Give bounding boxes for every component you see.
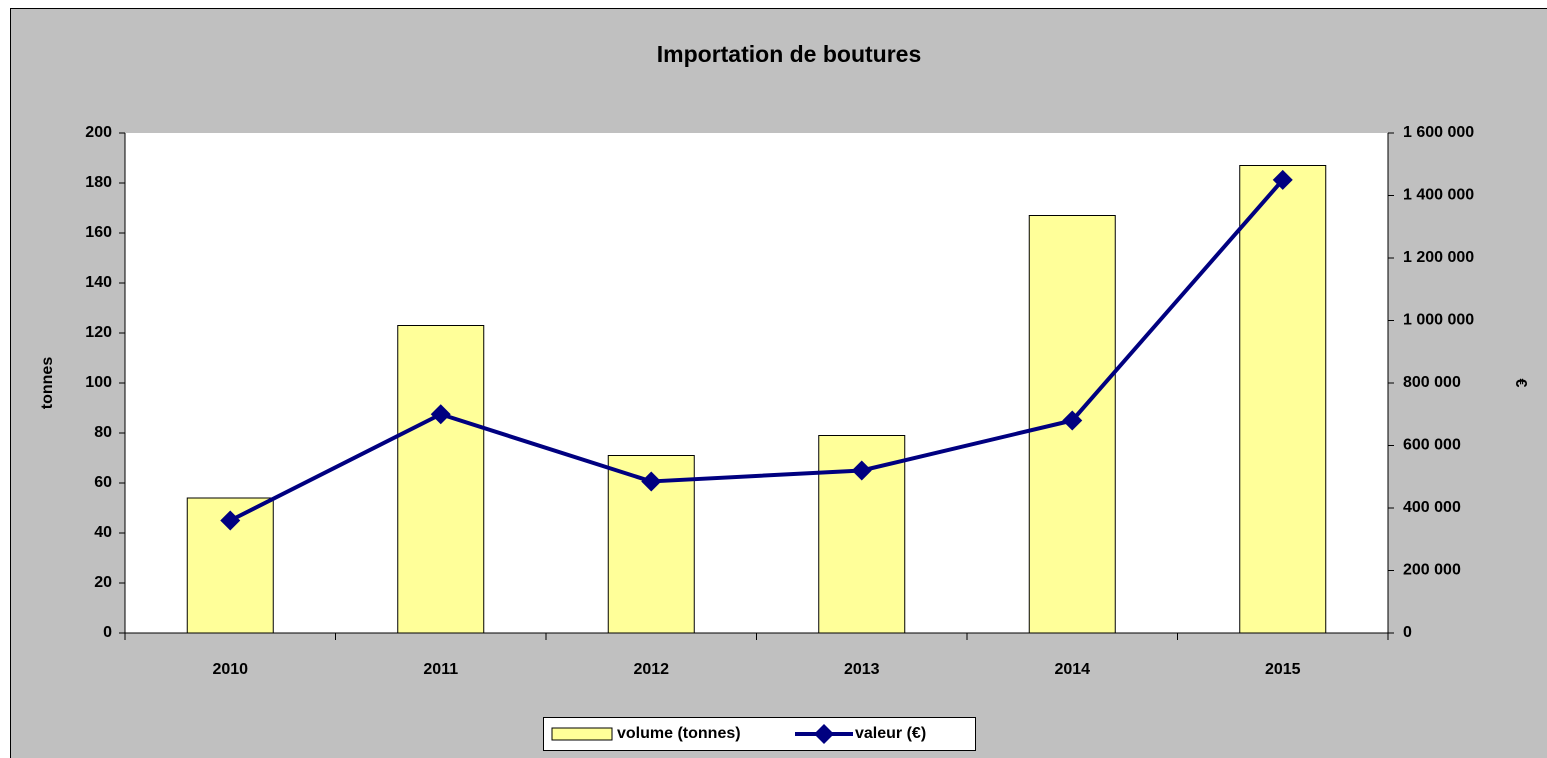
y2-tick-label: 600 000 <box>1403 437 1461 454</box>
y-tick-label: 80 <box>94 424 112 441</box>
y-tick-label: 40 <box>94 524 112 541</box>
y-tick-label: 100 <box>85 374 112 391</box>
y2-axis-label: € <box>1512 379 1529 388</box>
y2-tick-label: 1 200 000 <box>1403 249 1474 266</box>
y-tick-label: 60 <box>94 474 112 491</box>
line-marker <box>1062 410 1083 431</box>
y2-tick-label: 1 000 000 <box>1403 312 1474 329</box>
line-marker <box>1272 169 1293 190</box>
x-tick-label: 2012 <box>633 661 669 678</box>
bar <box>1239 165 1327 634</box>
x-tick-label: 2014 <box>1054 661 1090 678</box>
y-tick-label: 200 <box>85 124 112 141</box>
legend <box>543 717 976 751</box>
legend-swatch <box>551 727 613 741</box>
y2-tick-label: 1 400 000 <box>1403 187 1474 204</box>
y2-tick-label: 400 000 <box>1403 499 1461 516</box>
y-tick-label: 0 <box>103 624 112 641</box>
y-tick-label: 120 <box>85 324 112 341</box>
y-tick-label: 180 <box>85 174 112 191</box>
line-marker <box>851 460 872 481</box>
y-tick-label: 160 <box>85 224 112 241</box>
line-marker <box>430 404 451 425</box>
y2-tick-label: 1 600 000 <box>1403 124 1474 141</box>
y2-tick-label: 200 000 <box>1403 562 1461 579</box>
legend-marker <box>814 724 834 744</box>
line-series <box>229 178 1285 523</box>
line-marker <box>641 471 662 492</box>
plot-area <box>125 133 1388 633</box>
x-tick-label: 2011 <box>423 661 458 678</box>
x-tick-label: 2015 <box>1265 661 1301 678</box>
chart-title: Importation de boutures <box>657 41 922 67</box>
y-tick-label: 20 <box>94 574 112 591</box>
legend-label: valeur (€) <box>855 725 926 742</box>
bar <box>397 325 485 634</box>
y2-tick-label: 0 <box>1403 624 1412 641</box>
y-axis-label: tonnes <box>39 357 56 410</box>
x-tick-label: 2013 <box>844 661 880 678</box>
y-tick-label: 140 <box>85 274 112 291</box>
x-tick-label: 2010 <box>212 661 248 678</box>
y2-tick-label: 800 000 <box>1403 374 1461 391</box>
line-marker <box>220 510 241 531</box>
legend-label: volume (tonnes) <box>617 725 741 742</box>
